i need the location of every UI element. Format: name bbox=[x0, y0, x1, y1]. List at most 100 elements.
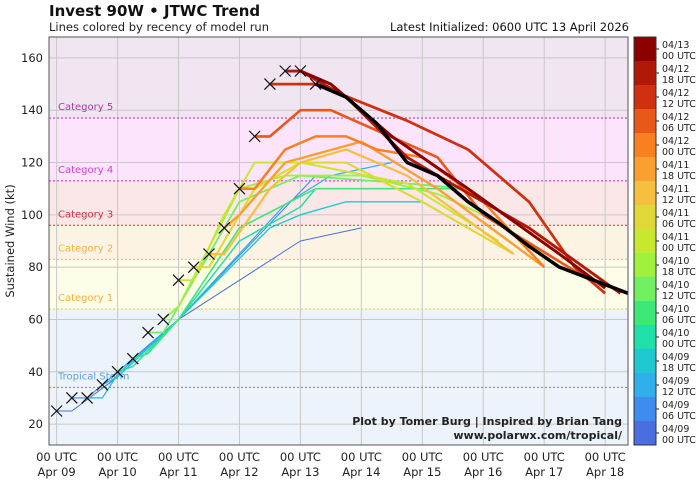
colorbar-segment bbox=[634, 85, 656, 110]
colorbar-label: 18 UTC bbox=[662, 267, 696, 278]
band-category-4 bbox=[49, 118, 628, 181]
forecast-line-latest bbox=[314, 82, 629, 295]
colorbar-segment bbox=[634, 61, 656, 86]
colorbar-label: 00 UTC bbox=[662, 51, 696, 62]
x-tick-label: 00 UTC bbox=[341, 450, 382, 464]
observed-marker bbox=[309, 78, 322, 91]
marker-stroke bbox=[248, 130, 261, 143]
marker-stroke bbox=[203, 248, 215, 261]
category-label: Category 4 bbox=[58, 165, 113, 176]
marker-stroke bbox=[50, 405, 63, 417]
y-tick-label: 80 bbox=[28, 260, 43, 274]
colorbar-label: 00 UTC bbox=[662, 435, 696, 446]
observed-marker bbox=[172, 274, 185, 287]
colorbar-label: 04/09 bbox=[662, 400, 689, 411]
x-tick-label: Apr 14 bbox=[342, 465, 380, 479]
colorbar-label: 04/10 bbox=[662, 328, 689, 339]
colorbar-label: 06 UTC bbox=[662, 219, 696, 230]
colorbar-segment bbox=[634, 205, 656, 230]
colorbar-label: 04/10 bbox=[662, 304, 689, 315]
y-tick-label: 140 bbox=[21, 103, 43, 117]
band-below-cat1 bbox=[49, 309, 628, 445]
y-tick-label: 60 bbox=[28, 312, 43, 326]
observed-marker bbox=[233, 182, 246, 195]
observed-marker bbox=[294, 65, 307, 77]
colorbar-segment bbox=[634, 229, 656, 254]
category-label: Category 3 bbox=[58, 209, 113, 220]
x-tick-label: 00 UTC bbox=[97, 450, 138, 464]
colorbar-label: 12 UTC bbox=[662, 387, 696, 398]
colorbar-segment bbox=[634, 277, 656, 302]
credit-line-1: Plot by Tomer Burg | Inspired by Brian T… bbox=[352, 415, 622, 428]
x-tick-label: Apr 09 bbox=[38, 465, 76, 479]
colorbar-label: 18 UTC bbox=[662, 363, 696, 374]
colorbar-label: 04/11 bbox=[662, 184, 689, 195]
category-label: Category 1 bbox=[58, 293, 113, 304]
colorbar-segment bbox=[634, 181, 656, 206]
colorbar-label: 04/11 bbox=[662, 160, 689, 171]
forecast-line-04-11-12-UTC bbox=[208, 148, 515, 256]
x-tick-label: Apr 11 bbox=[159, 465, 197, 479]
credit-line-2: www.polarwx.com/tropical/ bbox=[453, 429, 623, 442]
colorbar-label: 04/10 bbox=[662, 280, 689, 291]
chart-subtitle: Lines colored by recency of model run bbox=[49, 20, 269, 34]
category-label: Category 2 bbox=[58, 243, 113, 254]
observed-marker bbox=[111, 365, 124, 378]
latest-init-label: Latest Initialized: 0600 UTC 13 April 20… bbox=[389, 20, 629, 34]
colorbar-label: 04/11 bbox=[662, 232, 689, 243]
category-label: Tropical Storm bbox=[57, 371, 129, 382]
observed-marker bbox=[157, 313, 170, 326]
marker-stroke bbox=[81, 391, 94, 404]
colorbar-label: 06 UTC bbox=[662, 315, 696, 326]
observed-marker bbox=[279, 65, 292, 77]
colorbar-label: 18 UTC bbox=[662, 171, 696, 182]
marker-stroke bbox=[309, 78, 322, 91]
colorbar-label: 12 UTC bbox=[662, 291, 696, 302]
colorbar-segment bbox=[634, 349, 656, 374]
marker-stroke bbox=[218, 221, 231, 234]
observed-marker bbox=[81, 391, 94, 404]
y-tick-label: 100 bbox=[21, 208, 43, 222]
colorbar-label: 12 UTC bbox=[662, 99, 696, 110]
colorbar-frame bbox=[633, 36, 657, 446]
colorbar-label: 04/09 bbox=[662, 424, 689, 435]
forecast-line-04-12-06-UTC bbox=[254, 108, 591, 282]
y-tick-label: 40 bbox=[28, 365, 43, 379]
observed-marker bbox=[50, 405, 63, 417]
y-tick-label: 160 bbox=[21, 51, 43, 65]
marker-stroke bbox=[294, 65, 307, 77]
colorbar-label: 06 UTC bbox=[662, 123, 696, 134]
forecast-line-04-13-00-UTC bbox=[299, 69, 607, 290]
marker-stroke bbox=[157, 313, 170, 326]
x-tick-label: Apr 16 bbox=[464, 465, 502, 479]
colorbar-segment bbox=[634, 109, 656, 134]
x-tick-label: 00 UTC bbox=[585, 450, 626, 464]
observed-marker bbox=[203, 248, 215, 261]
observed-marker bbox=[187, 261, 200, 274]
x-tick-label: Apr 17 bbox=[525, 465, 563, 479]
colorbar-label: 06 UTC bbox=[662, 411, 696, 422]
colorbar-label: 04/10 bbox=[662, 256, 689, 267]
category-label: Category 5 bbox=[58, 102, 113, 113]
forecast-line-04-10-06-UTC bbox=[132, 187, 469, 360]
x-tick-label: 00 UTC bbox=[158, 450, 199, 464]
y-axis-label: Sustained Wind (kt) bbox=[3, 184, 17, 297]
marker-stroke bbox=[111, 365, 124, 378]
forecast-line-04-11-18-UTC bbox=[223, 140, 545, 269]
plot-frame bbox=[48, 36, 629, 446]
colorbar-label: 04/09 bbox=[662, 376, 689, 387]
x-tick-label: Apr 13 bbox=[281, 465, 319, 479]
marker-stroke bbox=[172, 274, 185, 287]
colorbar-segment bbox=[634, 397, 656, 422]
marker-stroke bbox=[126, 352, 139, 365]
band-category-5 bbox=[49, 37, 628, 119]
y-tick-label: 120 bbox=[21, 156, 43, 170]
chart-title: Invest 90W • JTWC Trend bbox=[49, 2, 261, 20]
observed-marker bbox=[142, 326, 154, 339]
colorbar-label: 00 UTC bbox=[662, 147, 696, 158]
x-tick-label: 00 UTC bbox=[280, 450, 321, 464]
colorbar-segment bbox=[634, 301, 656, 326]
colorbar-segment bbox=[634, 37, 656, 62]
y-tick-label: 20 bbox=[28, 417, 43, 431]
x-tick-label: 00 UTC bbox=[463, 450, 504, 464]
